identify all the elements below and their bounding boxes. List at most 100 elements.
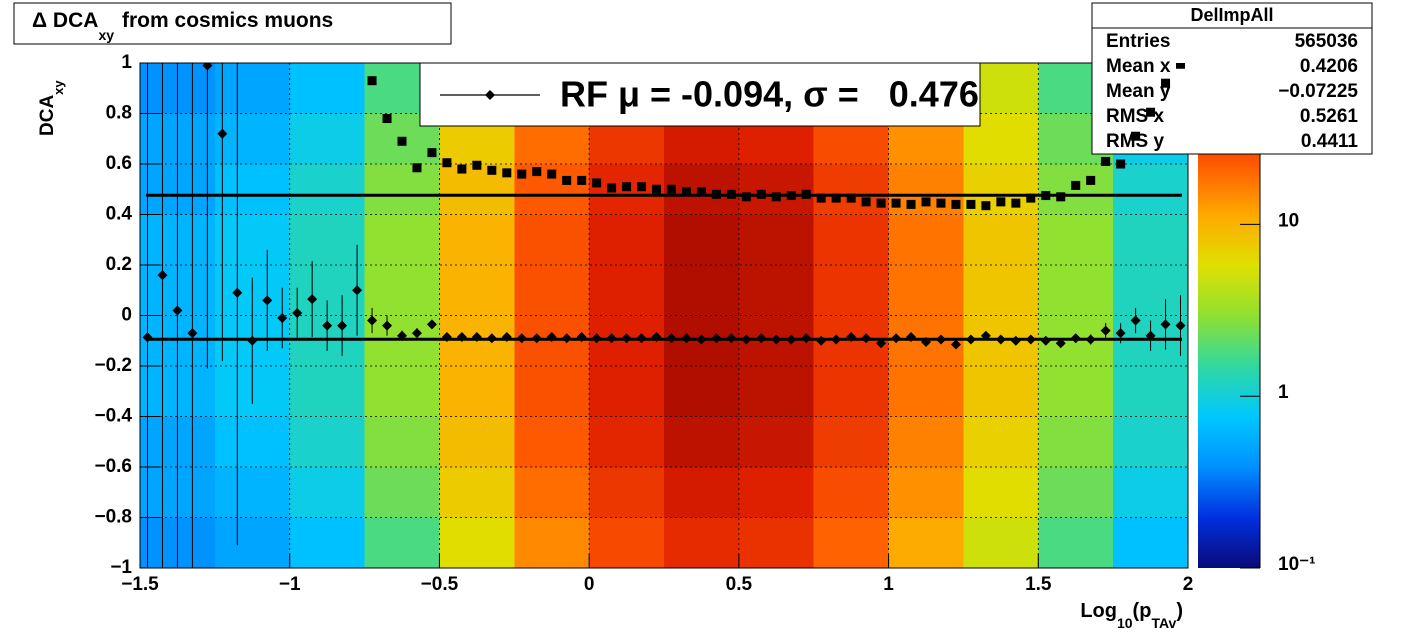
chart-title: Δ DCAxy from cosmics muons [32,9,333,43]
mean-marker [322,320,333,331]
heat-cell [1038,467,1114,518]
y-tick-label: 0.8 [106,103,132,124]
heat-cell [738,416,815,468]
heat-cell [738,164,815,215]
mean-marker [666,333,677,344]
mean-marker [1040,335,1051,346]
heat-cell [1113,214,1189,266]
heat-cell [214,164,291,215]
heat-cell [738,214,815,266]
heat-cell [439,164,515,215]
sigma-marker [741,192,751,202]
heat-cell [364,164,440,215]
heat-cell [888,265,964,316]
sigma-marker [472,160,482,170]
x-tick-label: −1 [279,574,301,595]
heat-cell [364,517,440,569]
heat-cell [888,164,964,215]
y-tick-label: −0.2 [94,355,132,376]
x-label-sub: TAv [1151,615,1176,631]
heat-cell [439,214,515,266]
mean-marker [382,320,393,331]
sigma-marker [637,182,647,192]
mean-marker [801,333,812,344]
heat-cell [963,366,1039,417]
sigma-marker [966,199,976,209]
stats-value: 0.4206 [1300,56,1358,77]
heat-cell [664,416,740,468]
mean-marker [232,287,243,298]
mean-marker [441,331,452,342]
mean-marker [426,319,437,330]
mean-marker [411,328,422,339]
heat-cell [738,265,815,316]
heat-cell [1113,265,1189,316]
mean-marker [516,333,527,344]
heat-cell [439,366,515,417]
fit-lines [145,193,1183,341]
stats-label: RMS x [1106,106,1165,127]
heat-cell [963,517,1039,569]
y-axis-label: DCAxy [37,80,66,136]
heat-cell [888,467,964,518]
mean-marker [277,313,288,324]
x-tick-label: −1.5 [121,574,159,595]
mean-marker [831,334,842,345]
heat-cell [963,265,1039,316]
heat-cell [364,416,440,468]
mean-marker [367,315,378,326]
mean-marker [546,331,557,342]
stats-label: Entries [1106,31,1170,52]
title-main: Δ DCA [32,9,98,32]
sigma-marker [936,198,946,208]
mean-marker [965,334,976,345]
mean-marker [202,63,213,71]
x-tick-label: 0 [584,574,595,595]
heat-cell [1038,265,1114,316]
heat-cell [214,63,291,114]
sigma-marker [771,192,781,202]
heat-cell [514,265,590,316]
heat-cell [813,265,890,316]
mean-marker [142,332,153,343]
mean-marker [501,331,512,342]
sigma-marker [427,148,437,158]
heat-cell [589,366,665,417]
heat-cell [514,416,590,468]
heat-cell [963,214,1039,266]
sigma-marker [622,182,632,192]
z-tick-label: 1 [1278,382,1289,403]
x-axis-label: Log10(pTAv) [1080,600,1183,630]
mean-marker [846,331,857,342]
stats-box: DelImpAll Entries 565036 Mean x 0.4206 Mean … [1091,2,1373,155]
sigma-marker [1026,193,1036,203]
y-tick-label: 0 [121,305,132,326]
heat-cell [439,265,515,316]
sigma-marker [547,169,557,179]
heat-cell [888,517,964,569]
x-label-sub: 10 [1117,615,1133,631]
heat-cell [439,517,515,569]
x-tick-label: 0.5 [726,574,753,595]
stats-value: 0.4411 [1301,131,1358,152]
mean-marker [456,331,467,342]
heat-cell [1038,416,1114,468]
sigma-marker [382,114,392,124]
mean-marker [307,294,318,305]
mean-marker [935,334,946,345]
sigma-marker [846,193,856,203]
x-label-part: (p [1133,600,1152,622]
mean-marker [980,330,991,341]
sigma-marker [996,197,1006,207]
heat-cell [589,214,665,266]
mean-marker [995,334,1006,345]
heat-cell [514,366,590,417]
sigma-marker [487,165,497,175]
sigma-marker [981,201,991,211]
heat-cell [214,113,291,165]
heat-cell [813,517,890,569]
sigma-marker [1071,180,1081,190]
sigma-marker [891,198,901,208]
title-frame [13,2,452,45]
mean-marker [950,339,961,350]
